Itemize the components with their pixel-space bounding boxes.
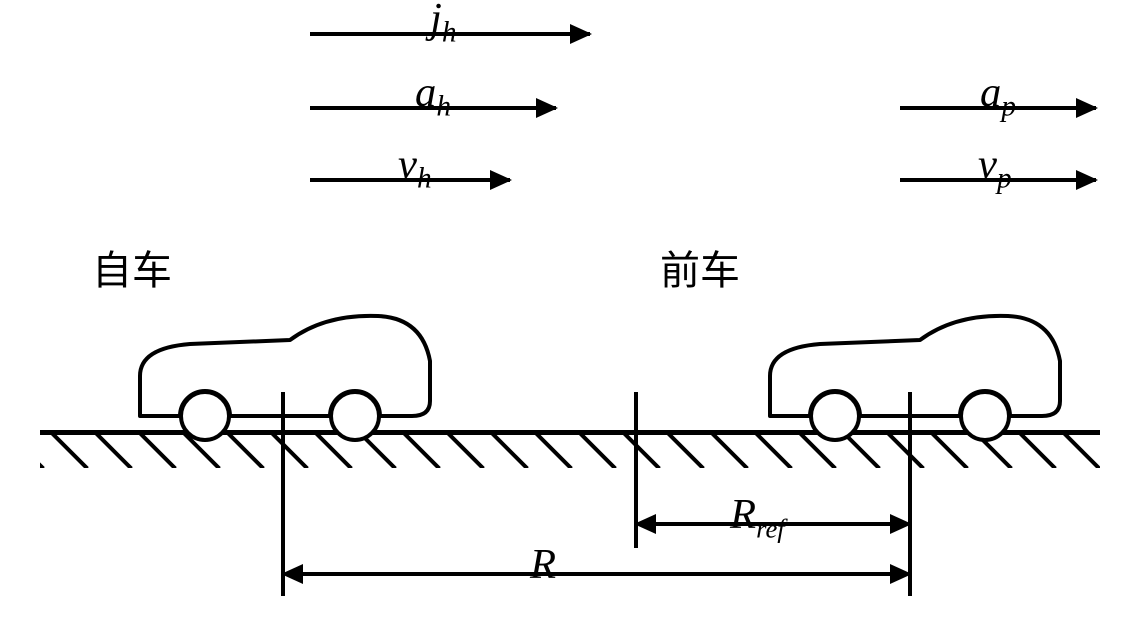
- dimension-symbol: R: [530, 541, 556, 588]
- ego-car-label: 自车: [92, 238, 172, 296]
- vector-label-front.vectors.vp: vp: [978, 140, 1012, 196]
- dimension-symbol: R: [730, 491, 756, 538]
- vector-label-front.vectors.ap: ap: [980, 68, 1016, 124]
- vector-label-ego.vectors.ah: ah: [415, 68, 451, 124]
- vector-symbol: v: [978, 141, 997, 188]
- dimension-label-R: R: [530, 540, 556, 589]
- vector-subscript: p: [997, 163, 1012, 195]
- diagram-stage: 自车前车jhahvhapvpRrefR: [0, 0, 1142, 628]
- vector-symbol: j: [430, 0, 442, 42]
- vector-subscript: h: [442, 17, 457, 49]
- vector-label-ego.vectors.vh: vh: [398, 140, 432, 196]
- vector-symbol: a: [415, 69, 436, 116]
- vector-subscript: p: [1001, 91, 1016, 123]
- front-car: [750, 306, 1080, 446]
- ego-car: [120, 306, 450, 446]
- front-car-label: 前车: [660, 238, 740, 296]
- vector-symbol: a: [980, 69, 1001, 116]
- vector-subscript: h: [417, 163, 432, 195]
- vector-subscript: h: [436, 91, 451, 123]
- dimension-label-Rref: Rref: [730, 490, 785, 545]
- dimension-subscript: ref: [756, 514, 785, 544]
- vector-symbol: v: [398, 141, 417, 188]
- vector-label-ego.vectors.jh: jh: [430, 0, 457, 50]
